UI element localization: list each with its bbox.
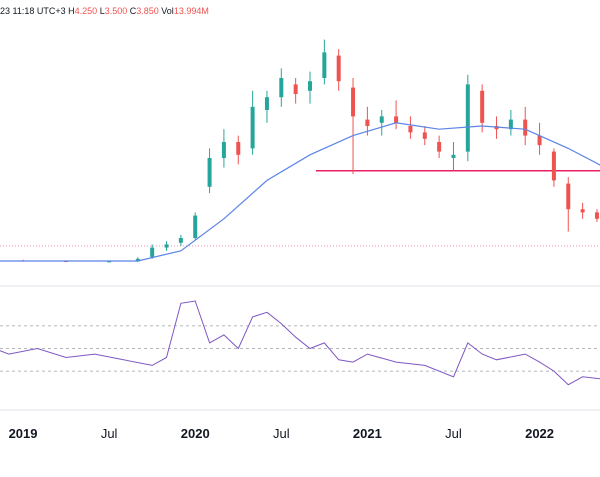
candle-body [308,81,312,91]
high-label: H [68,6,75,16]
candle-body [236,142,241,155]
candle-body [408,126,413,133]
high-value: 4.250 [74,6,98,16]
ohlc-header: 23 11:18 UTC+3 H4.250 L3.500 C3.850 Vol1… [0,6,209,16]
close-label: C [129,6,137,16]
time-axis-tick-label: 2021 [353,426,382,441]
time-axis-tick-label: 2019 [9,426,38,441]
low-label: L [99,6,105,16]
candle-body [250,106,255,149]
close-value: 3.850 [136,6,159,16]
candle-body [537,135,542,146]
time-axis-tick-label: Jul [273,426,290,441]
candle-body [594,212,599,219]
moving-average-line [0,122,600,262]
time-axis-tick-label: Jul [445,426,462,441]
rsi-pane [0,300,600,386]
rsi-line [0,300,600,386]
candle-body [135,258,140,262]
candle-body [207,158,212,187]
candle-body [451,154,456,158]
candle-body [164,244,169,248]
candle-body [150,247,155,258]
time-axis-tick-label: Jul [101,426,118,441]
candle-body [394,116,399,123]
candle-body [279,78,284,98]
candle-body [566,183,571,210]
candle-body [193,215,198,238]
volume-value: 13.994M [173,6,209,16]
candle-body [508,119,513,130]
time-axis: 2019 Jul 2020 Jul 2021 Jul 2022 [9,426,554,441]
candle-body [264,97,269,110]
candle-body [422,132,427,139]
candle-body [221,142,226,158]
candle-body [379,116,384,123]
candle-body [480,90,485,123]
candle-body [107,261,112,263]
candle-body [365,119,370,126]
price-pane [0,39,600,263]
time-axis-tick-label: 2020 [181,426,210,441]
candle-body [465,84,470,152]
volume-label: Vol [161,6,174,16]
candle-body [351,87,356,117]
candle-body [437,142,442,152]
candle-body [293,84,298,94]
low-value: 3.500 [104,6,128,16]
candle-body [523,119,528,136]
candle-body [336,55,341,82]
candle-body [580,209,585,213]
date-fragment: 23 11:18 UTC+3 [0,6,66,16]
candle-body [178,238,183,243]
candle-body [322,52,327,78]
candle-body [551,151,556,181]
time-axis-tick-label: 2022 [525,426,554,441]
